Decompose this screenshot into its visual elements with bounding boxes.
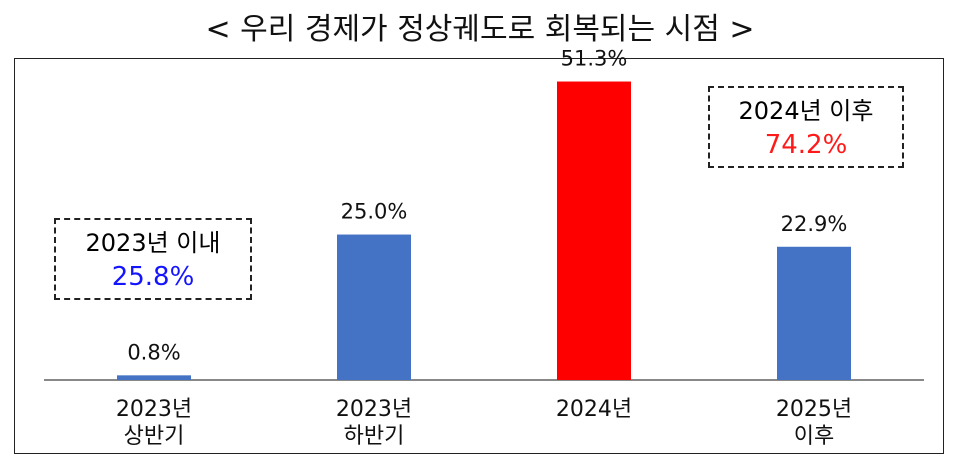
callout-2023-within-value: 25.8% <box>111 262 195 292</box>
chart-title: < 우리 경제가 정상궤도로 회복되는 시점 > <box>205 12 755 47</box>
callout-2024-after-value: 74.2% <box>764 130 848 160</box>
data-label-2: 51.3% <box>561 47 628 71</box>
callout-2023-within: 2023년 이내 25.8% <box>54 218 252 300</box>
bar-0 <box>117 375 191 380</box>
data-label-1: 25.0% <box>341 200 408 224</box>
data-label-0: 0.8% <box>127 340 180 364</box>
callout-2024-after-label: 2024년 이후 <box>738 97 874 125</box>
data-label-3: 22.9% <box>781 212 848 236</box>
chart-frame <box>14 58 944 454</box>
category-label-0-1: 상반기 <box>124 424 185 449</box>
category-label-0-0: 2023년 <box>116 397 192 422</box>
category-label-2-0: 2024년 <box>556 397 632 422</box>
category-label-3-0: 2025년 <box>776 397 852 422</box>
bar-3 <box>777 246 851 380</box>
category-label-1-1: 하반기 <box>344 424 405 449</box>
callout-2023-within-label: 2023년 이내 <box>85 229 221 257</box>
category-label-3-1: 이후 <box>794 424 834 449</box>
bar-1 <box>337 234 411 380</box>
category-label-1-0: 2023년 <box>336 397 412 422</box>
callout-2024-after: 2024년 이후 74.2% <box>708 86 904 168</box>
bar-2 <box>557 81 631 380</box>
